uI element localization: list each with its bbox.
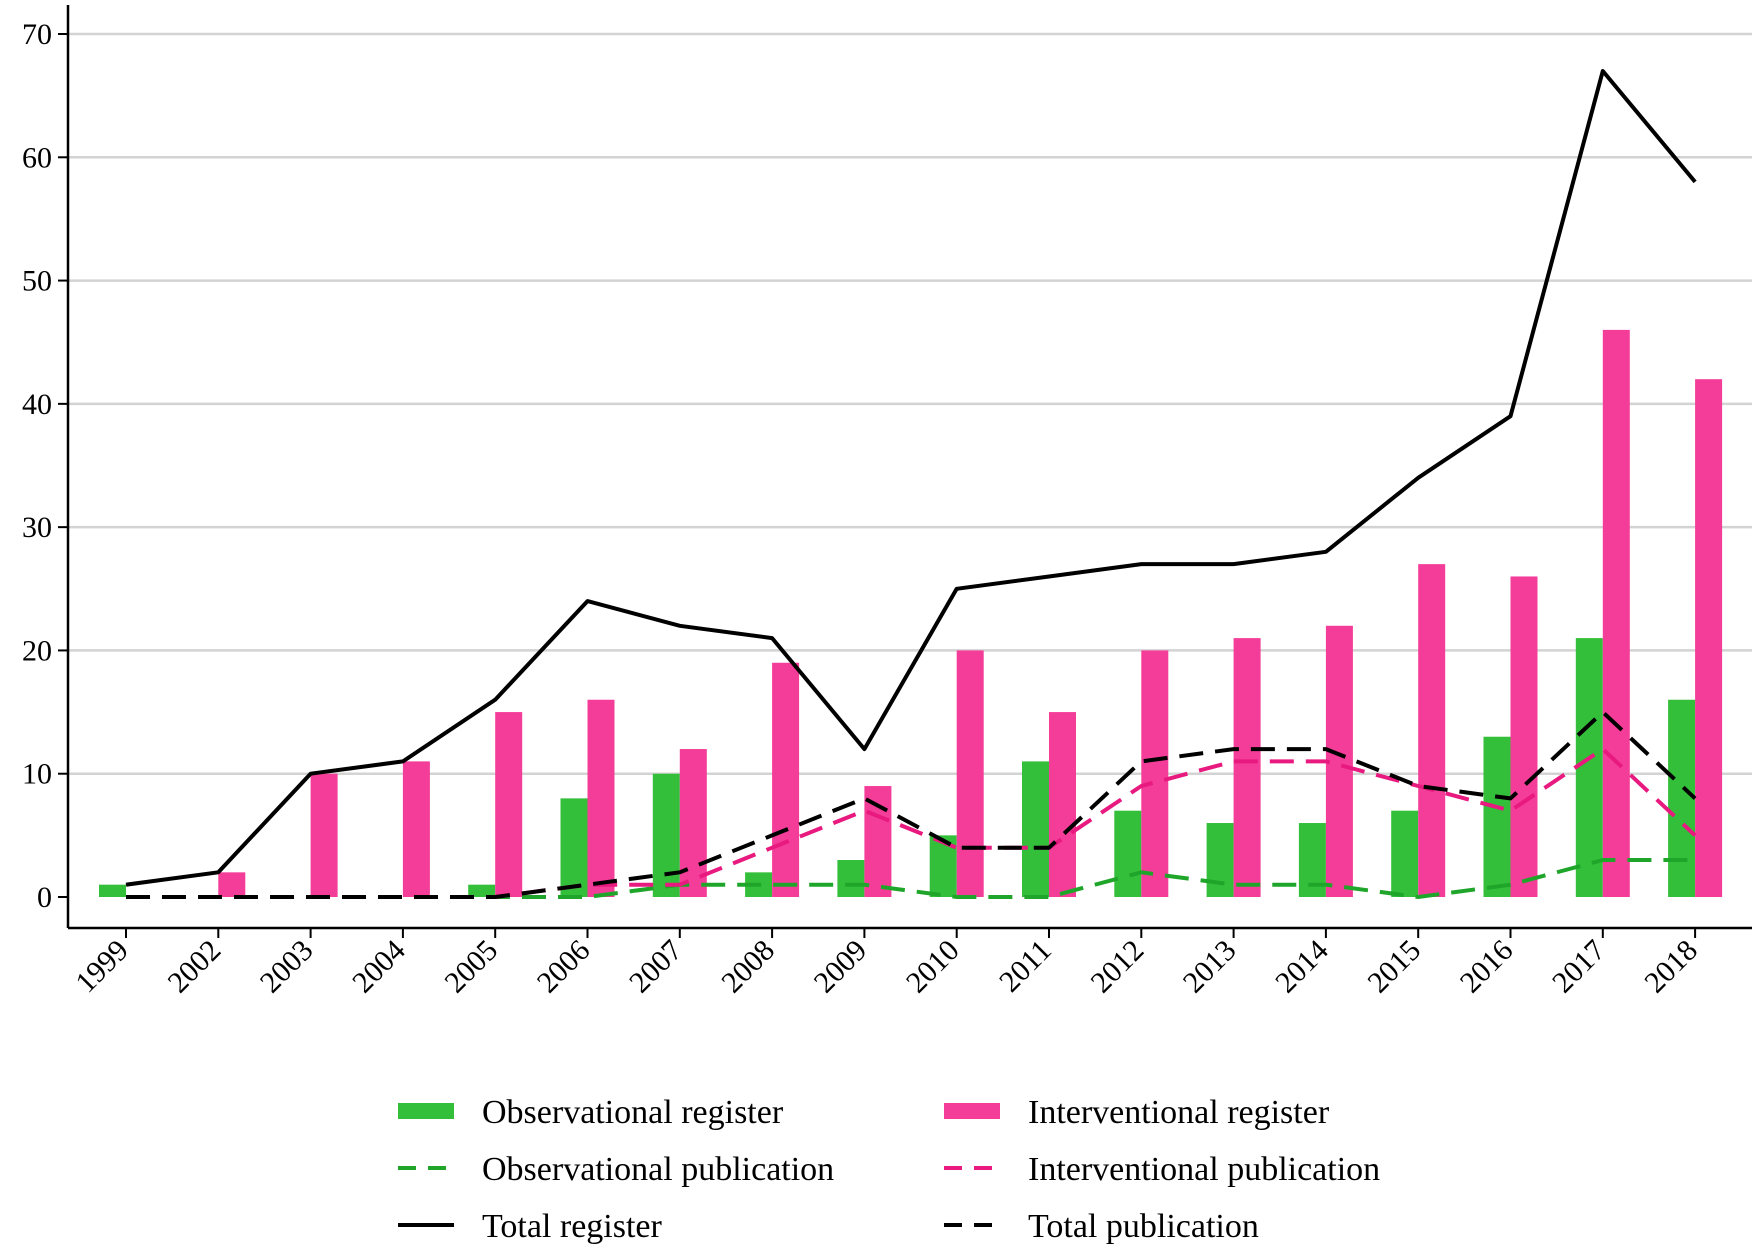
interventional-register-bar-2016	[1510, 576, 1538, 897]
legend-label-total-publication: Total publication	[1028, 1208, 1259, 1245]
observational-publication-line	[126, 858, 1696, 899]
series-lines	[125, 69, 1697, 899]
grid-lines	[68, 32, 1752, 775]
interventional-register-bar-2005	[495, 712, 523, 897]
x-tick-label-2005: 2005	[438, 934, 504, 1000]
observational-register-bar-2018	[1668, 699, 1696, 897]
interventional-register-bar-2002	[218, 872, 246, 897]
interventional-register-bar-2017	[1602, 329, 1630, 897]
x-tick-label-2007: 2007	[623, 934, 689, 1000]
interventional-register-bar-2015	[1418, 564, 1446, 897]
x-tick-label-2011: 2011	[993, 934, 1058, 999]
x-tick-label-2014: 2014	[1269, 934, 1335, 1000]
x-tick-label-2009: 2009	[808, 934, 874, 1000]
total-register-line	[125, 69, 1697, 887]
y-tick-label-50: 50	[22, 265, 52, 298]
legend-swatch-interventional-register	[944, 1103, 1000, 1119]
interventional-register-bar-2014	[1325, 625, 1353, 897]
observational-register-bar-2016	[1483, 736, 1511, 897]
observational-register-bar-2007	[652, 773, 680, 897]
x-tick-label-2018: 2018	[1638, 934, 1704, 1000]
observational-register-bar-2009	[837, 860, 865, 897]
x-tick-label-2003: 2003	[254, 934, 320, 1000]
interventional-register-bar-2006	[587, 699, 615, 897]
x-tick-label-2015: 2015	[1361, 934, 1427, 1000]
legend: Observational register Interventional reg…	[398, 1094, 1380, 1245]
x-tick-label-2006: 2006	[531, 934, 597, 1000]
bars	[99, 329, 1723, 897]
total-publication-line	[126, 710, 1697, 899]
legend-label-interventional-publication: Interventional publication	[1028, 1151, 1380, 1188]
interventional-register-bar-2004	[402, 761, 430, 897]
observational-register-bar-2005	[468, 884, 496, 897]
interventional-register-bar-2011	[1049, 712, 1076, 897]
observational-register-bar-2017	[1575, 638, 1603, 897]
observational-register-bar-2011	[1022, 761, 1049, 897]
x-tick-label-2002: 2002	[161, 934, 227, 1000]
observational-register-bar-1999	[99, 884, 126, 897]
x-tick-label-2004: 2004	[346, 934, 412, 1000]
legend-label-interventional-register: Interventional register	[1028, 1094, 1330, 1131]
x-tick-label-2012: 2012	[1084, 934, 1150, 1000]
legend-label-total-register: Total register	[482, 1208, 663, 1245]
y-tick-label-0: 0	[37, 881, 52, 914]
x-tick-label-2016: 2016	[1454, 934, 1520, 1000]
interventional-register-bar-2003	[310, 773, 338, 897]
observational-register-bar-2012	[1114, 810, 1142, 897]
interventional-register-bar-2012	[1141, 650, 1169, 897]
x-tick-label-2013: 2013	[1177, 934, 1243, 1000]
legend-label-observational-register: Observational register	[482, 1094, 784, 1131]
observational-register-bar-2006	[560, 798, 588, 897]
interventional-register-bar-2013	[1233, 638, 1261, 897]
interventional-register-bar-2010	[956, 650, 984, 897]
y-tick-label-70: 70	[22, 18, 52, 51]
x-tick-label-1999: 1999	[69, 934, 135, 1000]
x-tick-label-2008: 2008	[715, 934, 781, 1000]
x-tick-label-2017: 2017	[1546, 934, 1612, 1000]
legend-label-observational-publication: Observational publication	[482, 1151, 834, 1188]
y-tick-label-60: 60	[22, 141, 52, 174]
interventional-register-bar-2018	[1695, 379, 1723, 897]
observational-register-bar-2013	[1206, 823, 1234, 897]
y-tick-label-20: 20	[22, 634, 52, 667]
interventional-register-bar-2008	[772, 662, 800, 897]
observational-register-bar-2015	[1391, 810, 1419, 897]
y-tick-label-40: 40	[22, 388, 52, 421]
legend-swatch-observational-register	[398, 1103, 454, 1119]
y-tick-label-30: 30	[22, 511, 52, 544]
y-tick-label-10: 10	[22, 758, 52, 791]
x-tick-label-2010: 2010	[900, 934, 966, 1000]
